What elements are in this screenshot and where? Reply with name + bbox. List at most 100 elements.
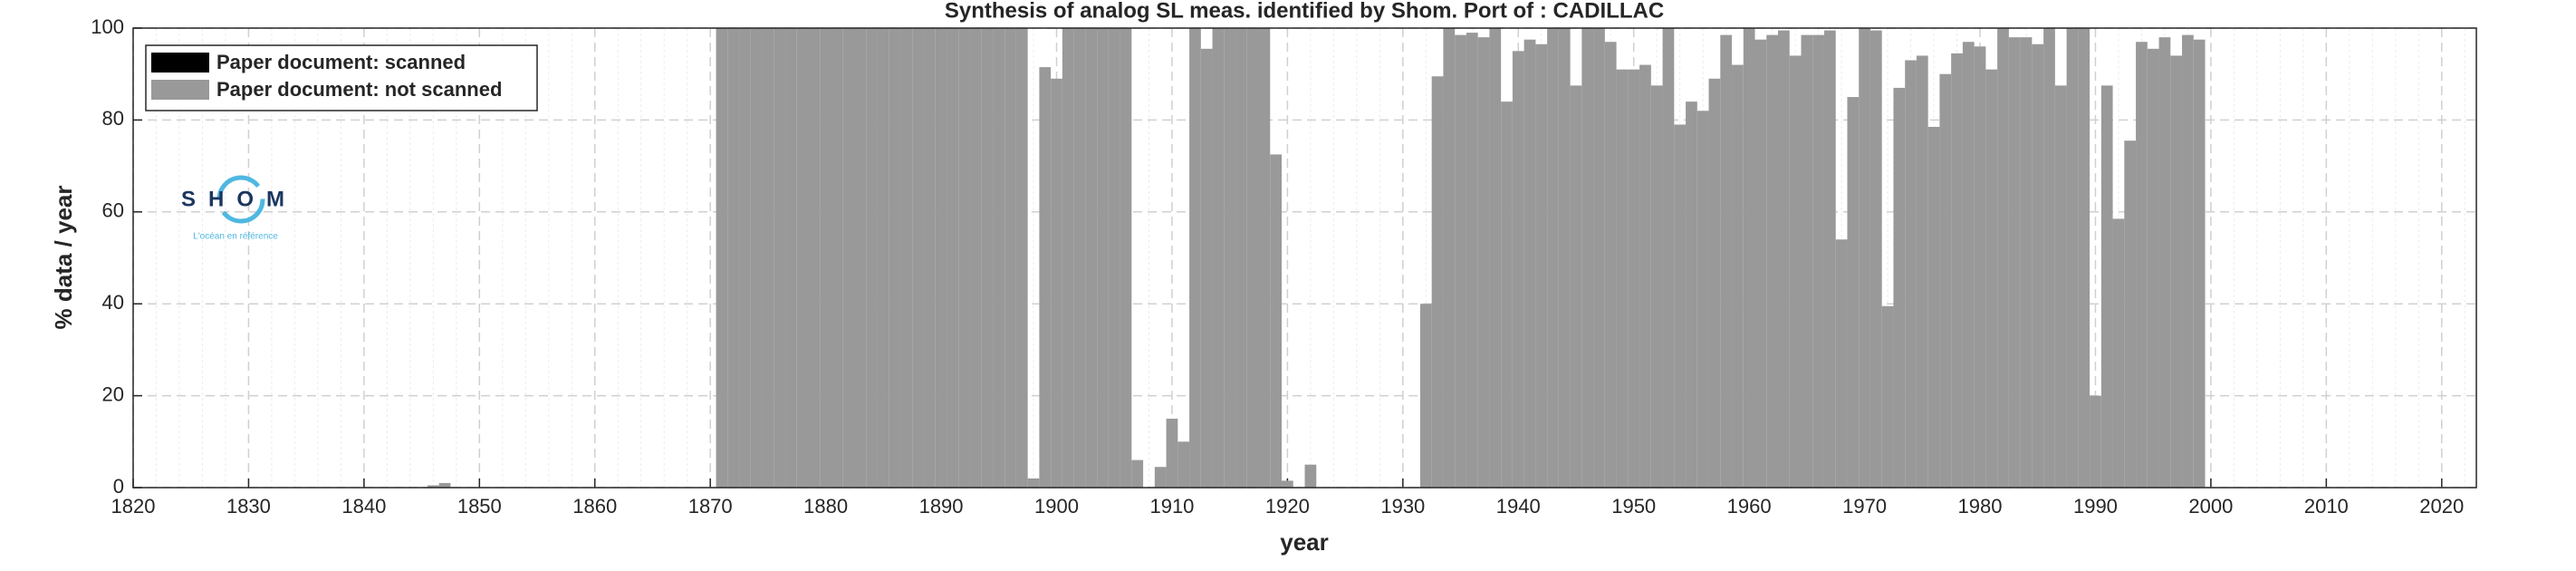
chart-title: Synthesis of analog SL meas. identified … bbox=[945, 0, 1664, 23]
bar bbox=[1131, 460, 1144, 488]
bar bbox=[935, 28, 947, 488]
bar bbox=[947, 28, 959, 488]
logo: SHOM L'océan en référence bbox=[181, 175, 297, 242]
bar bbox=[1443, 28, 1456, 488]
bar bbox=[1789, 55, 1802, 489]
bar bbox=[1593, 28, 1605, 488]
bar bbox=[1455, 34, 1466, 488]
bar bbox=[1477, 37, 1490, 488]
bar bbox=[2090, 395, 2101, 488]
bar bbox=[1859, 28, 1870, 488]
bar bbox=[1962, 42, 1975, 489]
x-tick-label: 1950 bbox=[1611, 495, 1656, 518]
logo-ring bbox=[216, 175, 265, 224]
bar bbox=[993, 28, 1005, 488]
bar bbox=[1200, 48, 1213, 488]
bar bbox=[1674, 124, 1687, 488]
bar bbox=[1743, 28, 1755, 488]
bar bbox=[438, 482, 451, 488]
bar bbox=[1004, 28, 1016, 488]
bar bbox=[1235, 28, 1247, 488]
legend-label: Paper document: not scanned bbox=[216, 78, 502, 101]
y-tick-label: 80 bbox=[102, 107, 124, 130]
bar bbox=[1189, 28, 1201, 488]
bar bbox=[912, 28, 924, 488]
bar bbox=[2124, 140, 2137, 488]
x-tick-label: 1890 bbox=[919, 495, 964, 518]
bar bbox=[1801, 34, 1813, 488]
x-tick-label: 1980 bbox=[1958, 495, 2003, 518]
bar bbox=[1039, 67, 1052, 488]
x-tick-label: 1850 bbox=[457, 495, 502, 518]
bar bbox=[2032, 44, 2044, 489]
bar bbox=[1708, 78, 1721, 489]
y-tick-label: 60 bbox=[102, 199, 124, 222]
bar bbox=[1419, 304, 1432, 488]
bar bbox=[1501, 102, 1513, 489]
bar bbox=[1697, 111, 1709, 488]
bar bbox=[1270, 154, 1283, 489]
bar bbox=[1893, 87, 1906, 488]
bar bbox=[1985, 69, 1998, 488]
bar bbox=[1916, 55, 1928, 489]
bar bbox=[1062, 28, 1074, 488]
bar bbox=[889, 28, 901, 488]
bar bbox=[1604, 42, 1617, 489]
bar bbox=[2008, 37, 2021, 488]
bar bbox=[1547, 28, 1559, 488]
bar bbox=[1212, 28, 1225, 488]
x-tick-label: 1840 bbox=[341, 495, 386, 518]
bar bbox=[1558, 28, 1571, 488]
bar bbox=[2054, 85, 2067, 488]
bar bbox=[1512, 51, 1524, 488]
bar bbox=[1108, 28, 1120, 488]
bar bbox=[762, 28, 774, 488]
x-tick-label: 2000 bbox=[2188, 495, 2233, 518]
bar bbox=[2170, 55, 2183, 489]
x-tick-label: 1920 bbox=[1265, 495, 1310, 518]
x-axis-label: year bbox=[1280, 528, 1329, 556]
bar bbox=[1027, 478, 1040, 488]
bar bbox=[1224, 28, 1236, 488]
x-tick-label: 1870 bbox=[688, 495, 733, 518]
x-tick-label: 1940 bbox=[1496, 495, 1541, 518]
logo-text: SHOM bbox=[181, 187, 297, 211]
legend: Paper document: scanned Paper document: n… bbox=[145, 44, 538, 111]
bar bbox=[842, 28, 855, 488]
bar bbox=[1766, 34, 1778, 488]
plot-frame bbox=[132, 27, 2477, 489]
bar bbox=[808, 28, 821, 488]
bar bbox=[727, 28, 740, 488]
bar bbox=[2100, 85, 2113, 488]
bar bbox=[1616, 69, 1629, 488]
bar bbox=[958, 28, 970, 488]
bar bbox=[2043, 28, 2055, 488]
bar bbox=[1258, 28, 1271, 488]
bar bbox=[1466, 33, 1478, 488]
bar bbox=[923, 28, 936, 488]
bar bbox=[1951, 53, 1963, 488]
legend-box bbox=[145, 44, 538, 111]
bar bbox=[2020, 37, 2033, 488]
bar bbox=[1720, 34, 1733, 488]
bar bbox=[1051, 78, 1062, 489]
bar bbox=[1015, 28, 1028, 488]
legend-label: Paper document: scanned bbox=[216, 51, 466, 73]
bar bbox=[1927, 127, 1940, 488]
logo-tagline: L'océan en référence bbox=[193, 232, 278, 242]
x-tick-label: 1930 bbox=[1380, 495, 1425, 518]
bar bbox=[1974, 46, 1986, 488]
bar bbox=[1166, 418, 1178, 488]
bar bbox=[1662, 28, 1675, 488]
bar bbox=[831, 28, 843, 488]
bar bbox=[1073, 28, 1086, 488]
bar bbox=[1177, 441, 1190, 488]
bar bbox=[796, 28, 809, 488]
bar bbox=[1628, 69, 1640, 488]
bar bbox=[2182, 34, 2194, 488]
bar bbox=[981, 28, 994, 488]
legend-swatch bbox=[151, 80, 209, 100]
bar bbox=[1431, 76, 1444, 489]
bar bbox=[1535, 44, 1548, 489]
y-axis-label: % data / year bbox=[50, 186, 77, 330]
